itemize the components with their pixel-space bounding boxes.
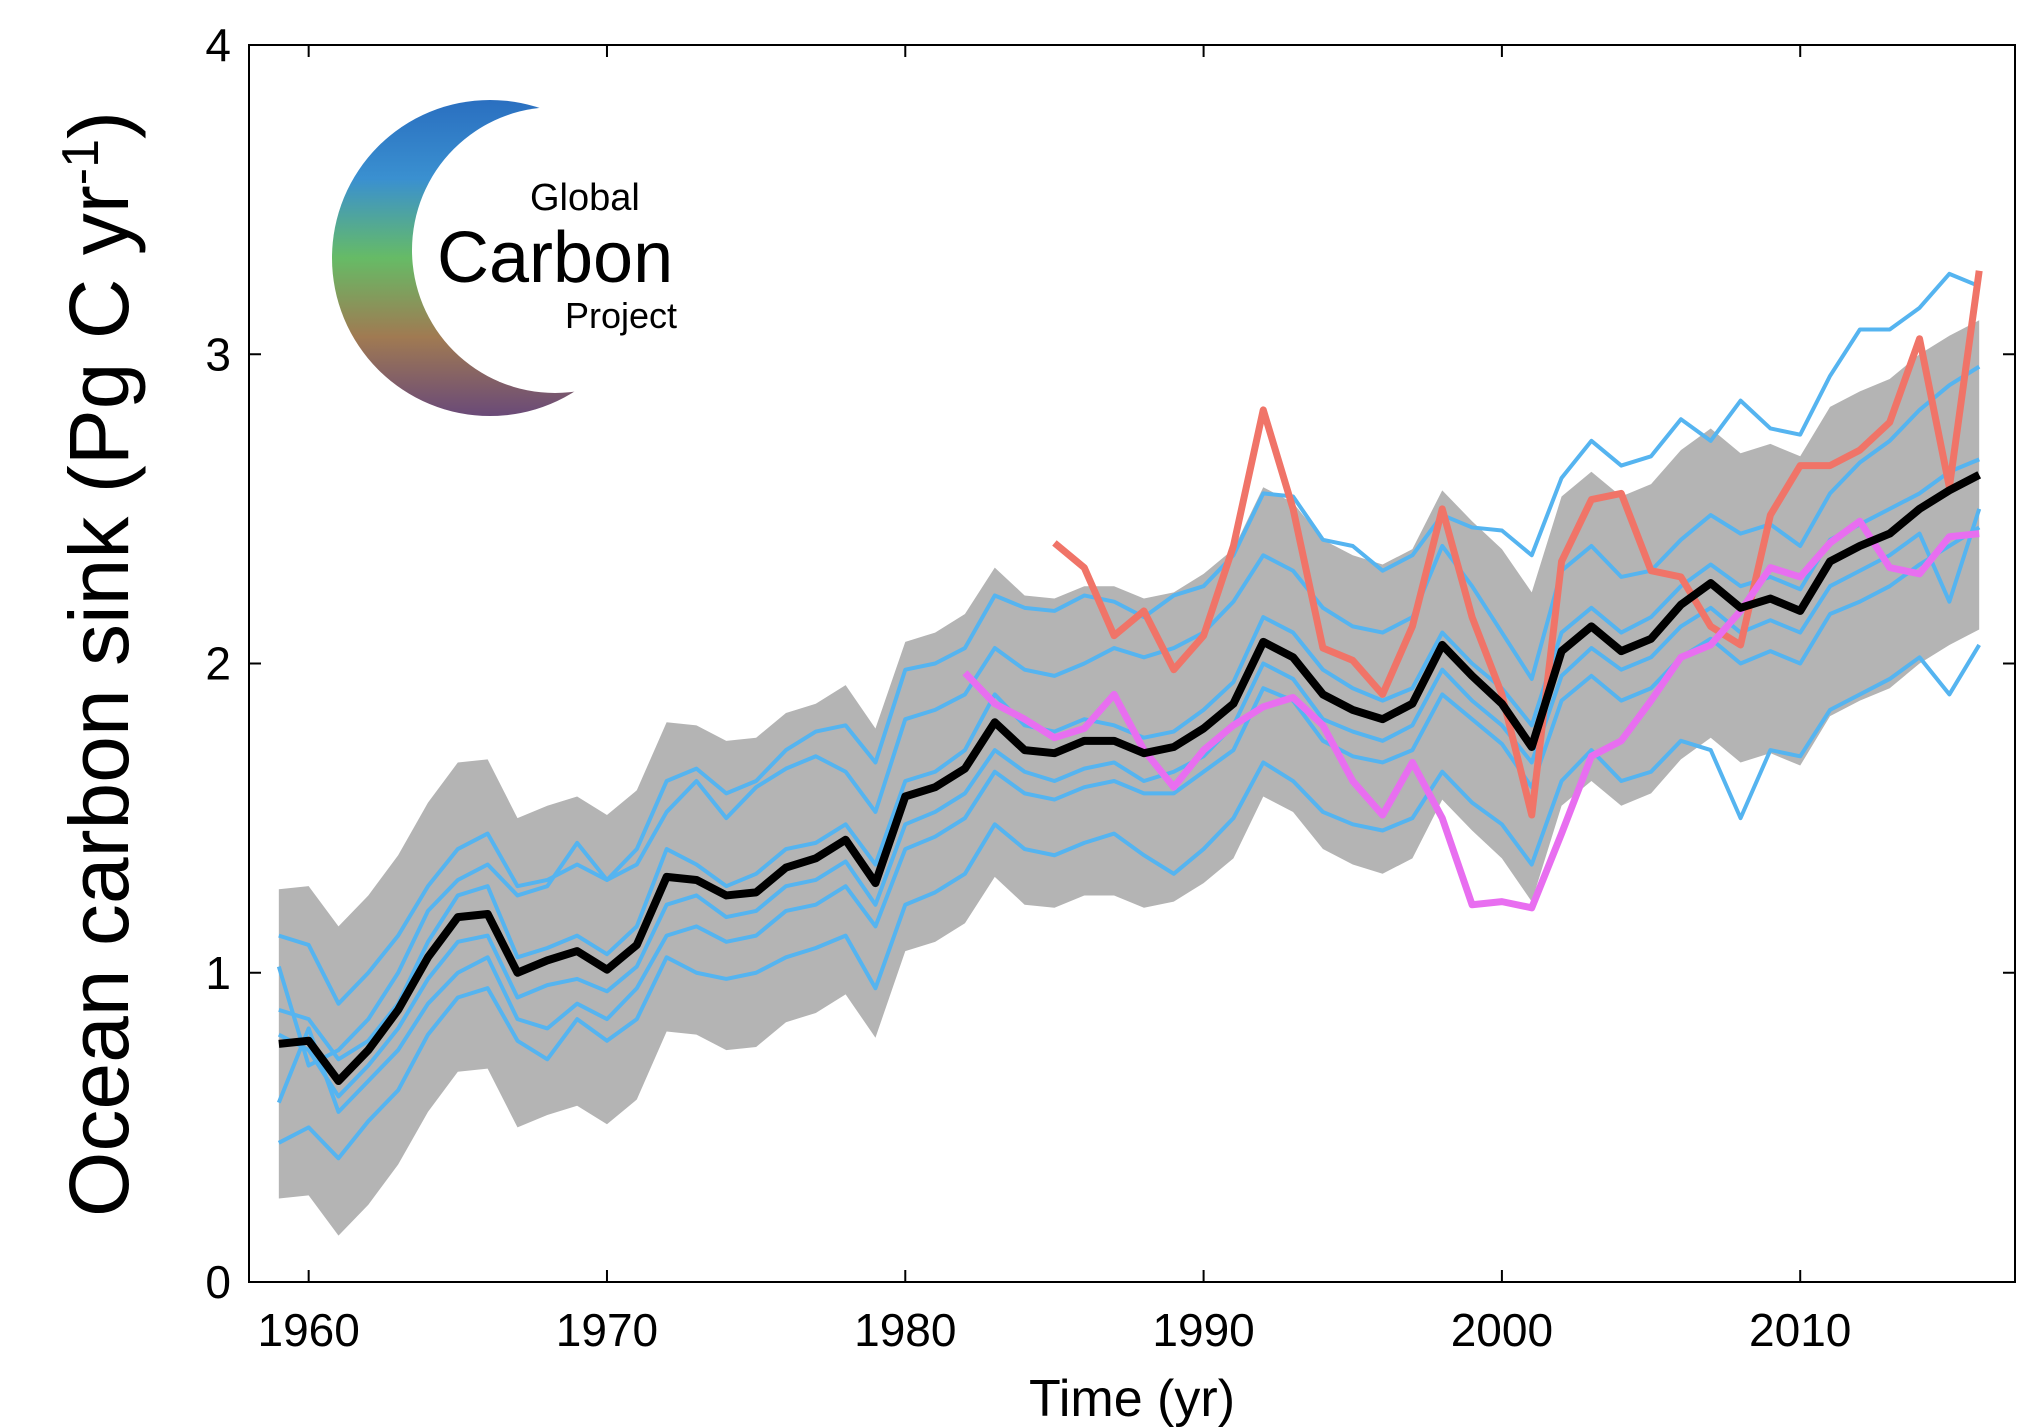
plot-area: 1960 1970 1980 1990 2000 2010 0 1 2 3 4: [205, 19, 2016, 1356]
logo-crescent: [332, 100, 648, 416]
y-axis-label: Ocean carbon sink (Pg C yr-1): [52, 111, 146, 1217]
x-tick-label: 1990: [1152, 1304, 1254, 1356]
y-axis-label-text: Ocean carbon sink (Pg C yr: [52, 185, 146, 1217]
y-tick-label: 2: [205, 638, 231, 690]
y-tick-label: 0: [205, 1256, 231, 1308]
series-line: [1052, 270, 1983, 819]
y-tick-label: 1: [205, 947, 231, 999]
logo-text: Project: [565, 295, 677, 336]
y-axis-label-sup: -1: [52, 139, 110, 185]
x-tick-label: 2000: [1451, 1304, 1553, 1356]
x-tick-label: 1960: [257, 1304, 359, 1356]
logo: Global Carbon Project: [332, 100, 677, 416]
series-line: [278, 271, 1980, 1006]
x-axis-label: Time (yr): [1029, 1370, 1235, 1427]
y-tick-label: 3: [205, 328, 231, 380]
series-line: [277, 508, 1982, 1099]
logo-text: Carbon: [437, 218, 673, 298]
series-line: [277, 643, 1981, 1161]
logo-text: Global: [530, 177, 640, 219]
y-axis-label-end: ): [52, 111, 146, 139]
y-tick-label: 4: [205, 19, 231, 71]
series-line: [278, 457, 1980, 1062]
x-tick-label: 2010: [1749, 1304, 1851, 1356]
x-tick-label: 1970: [556, 1304, 658, 1356]
uncertainty-band: [278, 320, 1980, 1236]
data-layer: [276, 270, 1983, 1236]
series-line: [278, 471, 1982, 1085]
x-tick-label: 1980: [854, 1304, 956, 1356]
series-line: [962, 517, 1980, 912]
series-line: [276, 364, 1981, 1068]
